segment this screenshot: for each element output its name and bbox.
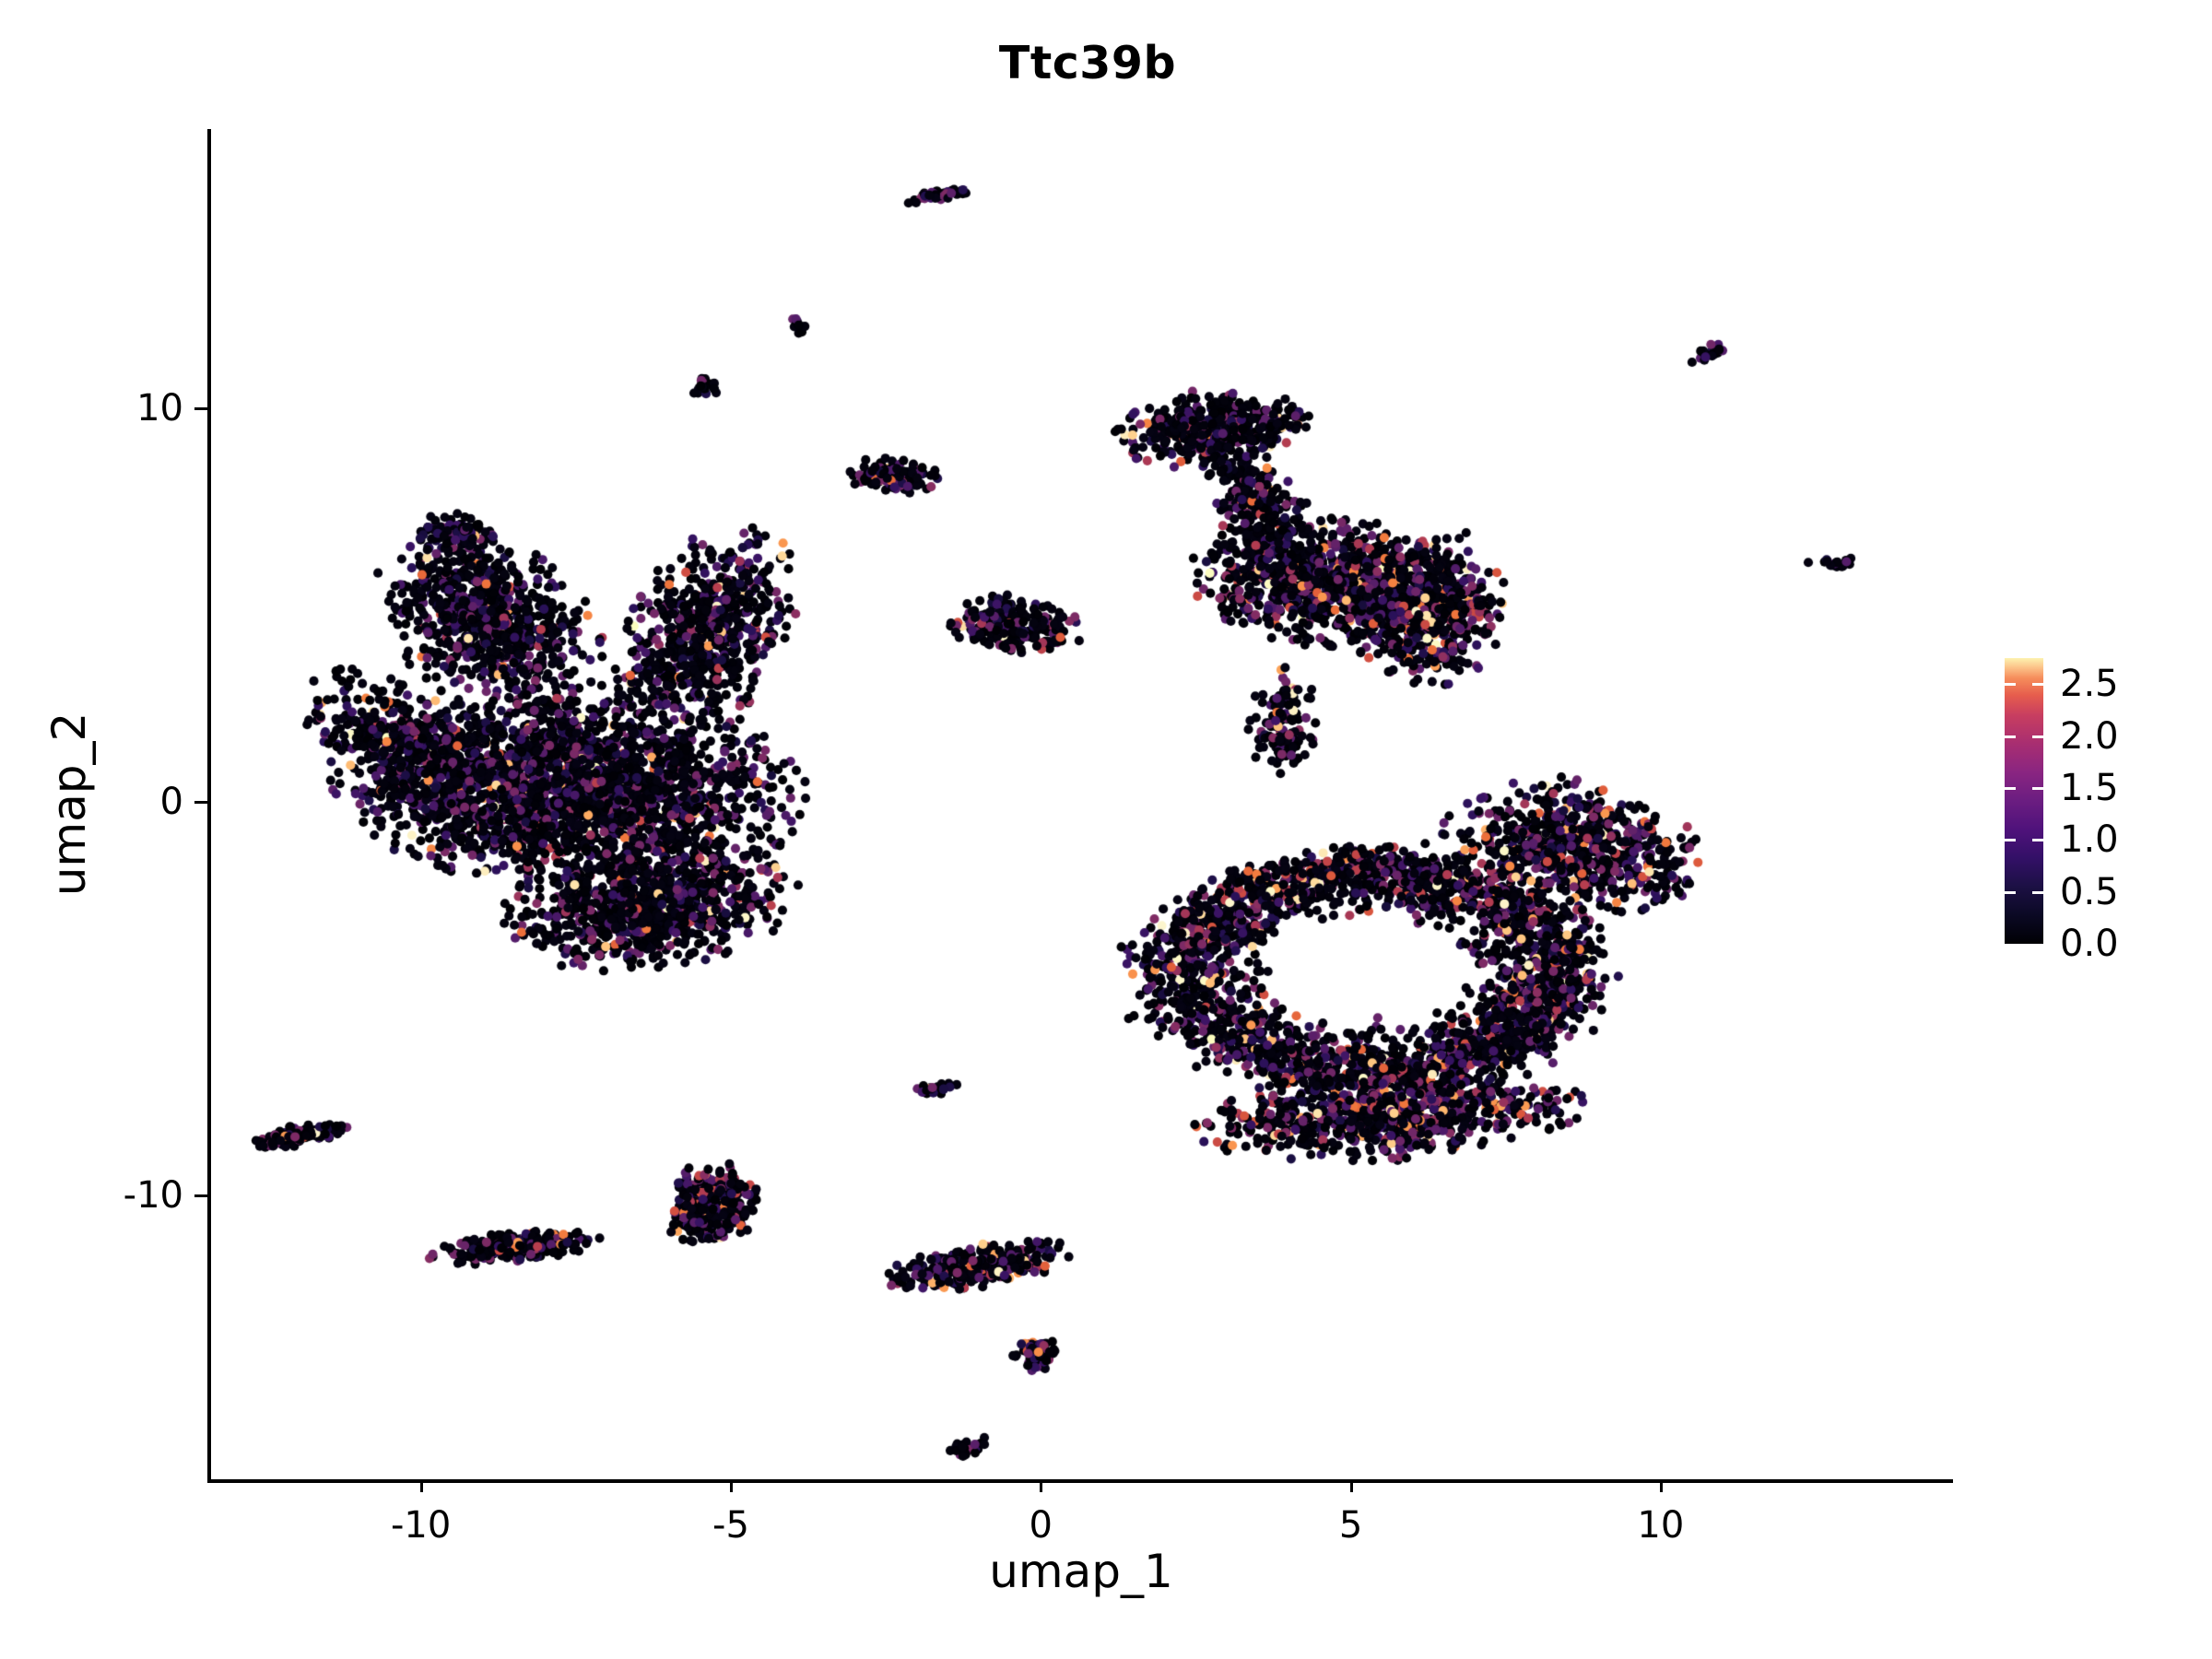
colorbar-tick-label: 0.5 [2060,870,2119,913]
x-tick-mark [729,1479,733,1492]
x-axis-label: umap_1 [989,1545,1173,1598]
colorbar-tick-label: 1.5 [2060,766,2119,809]
x-tick-mark [1349,1479,1353,1492]
colorbar-tick-mark [2005,786,2016,790]
colorbar-tick-mark [2032,786,2043,790]
colorbar-tick-label: 2.0 [2060,714,2119,758]
page-title: Ttc39b [998,37,1177,89]
x-tick-mark [1040,1479,1043,1492]
scatter-canvas-container [210,129,1952,1479]
y-tick-mark [194,1194,207,1198]
y-tick-mark [194,801,207,805]
y-tick-label: -10 [123,1174,183,1218]
colorbar-tick-mark [2005,890,2016,894]
colorbar-tick-label: 1.0 [2060,818,2119,862]
colorbar-tick-mark [2005,735,2016,738]
x-tick-label: 0 [1029,1504,1053,1547]
x-tick-label: 5 [1338,1504,1363,1547]
colorbar-tick-mark [2032,890,2043,894]
axis-spine-left [207,129,211,1479]
colorbar-tick-mark [2032,683,2043,687]
x-tick-label: 10 [1637,1504,1685,1547]
y-tick-mark [194,407,207,411]
x-tick-label: -10 [391,1504,452,1547]
y-axis-label: umap_2 [42,712,96,897]
x-tick-mark [1659,1479,1663,1492]
y-tick-label: 10 [136,387,183,430]
y-tick-label: 0 [159,781,183,824]
colorbar-tick-label: 2.5 [2060,663,2119,706]
colorbar-tick-mark [2032,839,2043,842]
colorbar-tick-mark [2005,683,2016,687]
colorbar-gradient [2005,658,2043,944]
colorbar: 2.5 2.0 1.5 1.0 0.5 0.0 [2005,658,2119,965]
axis-spine-bottom [207,1479,1953,1483]
scatter-points [210,129,1952,1479]
colorbar-tick-label: 0.0 [2060,923,2119,965]
colorbar-tick-mark [2005,839,2016,842]
x-tick-mark [419,1479,423,1492]
colorbar-tick-mark [2032,735,2043,738]
x-tick-label: -5 [712,1504,749,1547]
plot-axes: -10 -5 0 5 10 10 0 -10 [124,129,1953,1547]
